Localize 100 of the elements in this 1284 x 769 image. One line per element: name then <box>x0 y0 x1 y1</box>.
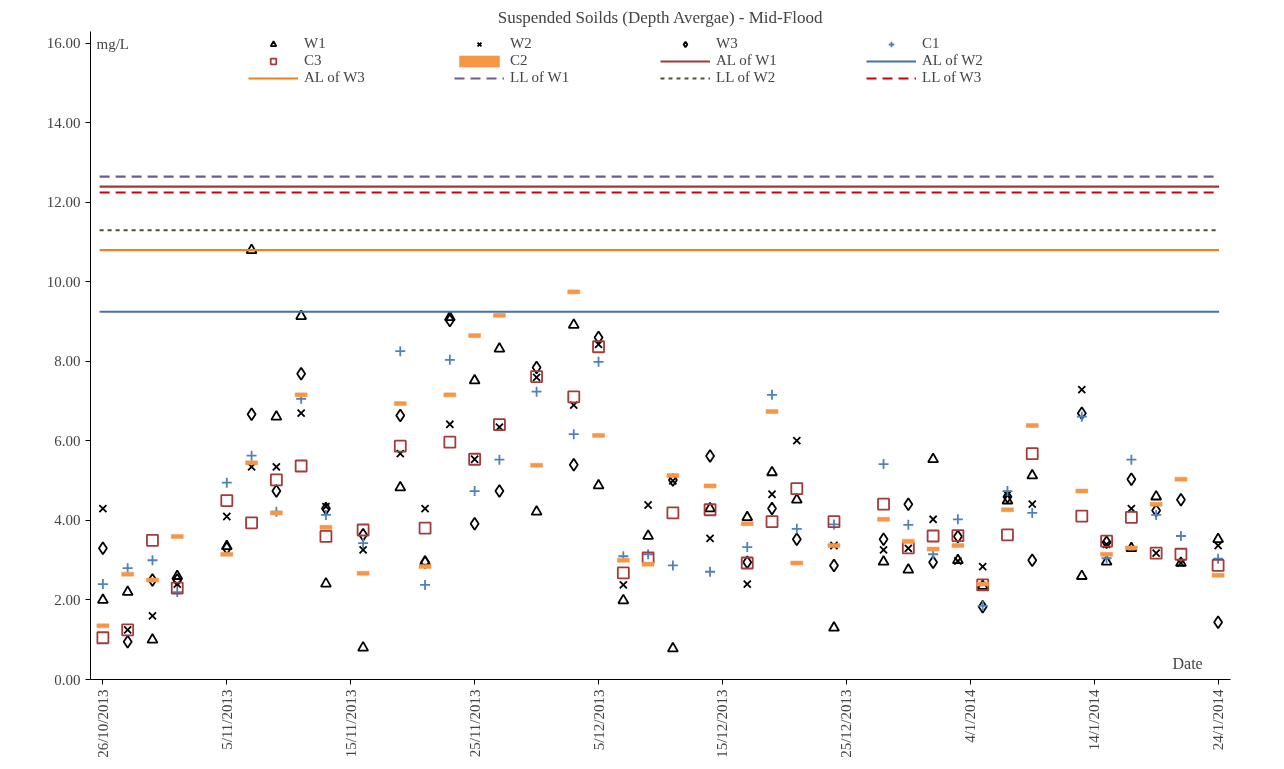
point <box>220 476 233 489</box>
x-axis-title: Date <box>1172 654 1203 672</box>
point <box>443 353 456 366</box>
point <box>877 458 890 470</box>
point <box>319 529 333 543</box>
point <box>220 494 234 507</box>
point <box>877 555 890 566</box>
point <box>97 541 108 556</box>
point <box>394 345 407 358</box>
point <box>766 388 778 401</box>
chart-title: Suspended Soilds (Depth Avergae) - Mid-Flood <box>497 7 823 27</box>
point <box>878 532 889 547</box>
point <box>567 390 581 404</box>
point <box>1077 385 1087 395</box>
point <box>1075 509 1089 523</box>
point <box>617 593 630 605</box>
point <box>704 565 716 578</box>
y-tick-label: 10.00 <box>46 273 81 290</box>
point <box>927 452 940 464</box>
point <box>493 418 506 432</box>
point <box>1075 410 1088 423</box>
point <box>271 484 282 498</box>
point <box>494 484 505 498</box>
point <box>1150 489 1163 501</box>
point <box>146 554 159 567</box>
point <box>791 532 802 547</box>
point <box>1174 547 1188 561</box>
point <box>222 512 232 521</box>
point <box>790 482 804 496</box>
x-tick-label: 15/12/2013 <box>714 689 731 758</box>
point <box>1212 552 1225 565</box>
point <box>418 521 432 535</box>
point <box>666 559 679 572</box>
point <box>902 563 915 574</box>
point <box>903 497 914 512</box>
point <box>172 579 182 589</box>
point <box>357 641 370 652</box>
point <box>443 435 457 449</box>
legend-label: W3 <box>716 35 739 52</box>
point <box>1150 509 1163 521</box>
point <box>320 577 332 588</box>
point <box>469 516 480 531</box>
point <box>146 633 159 644</box>
point <box>320 509 332 521</box>
point <box>420 504 430 513</box>
point <box>1001 528 1014 542</box>
point <box>96 593 109 604</box>
point <box>530 505 543 516</box>
point <box>393 439 407 453</box>
point <box>643 500 653 510</box>
point <box>703 503 717 517</box>
x-tick-label: 24/1/2014 <box>1210 689 1227 751</box>
y-tick-label: 0.00 <box>54 671 81 688</box>
point <box>1211 559 1225 572</box>
legend-label: AL of W2 <box>922 52 984 69</box>
point <box>877 497 890 511</box>
point <box>616 566 630 580</box>
point <box>742 579 752 589</box>
y-tick-label: 8.00 <box>54 353 81 370</box>
x-tick-label: 5/11/2013 <box>218 689 235 750</box>
point <box>468 373 481 385</box>
point <box>741 510 754 522</box>
point <box>704 501 716 513</box>
x-tick-label: 15/11/2013 <box>342 689 359 758</box>
point <box>767 489 777 499</box>
point <box>493 342 506 353</box>
point <box>593 330 604 345</box>
point <box>170 581 184 595</box>
legend-label: W2 <box>510 35 533 52</box>
legend-label: C1 <box>922 35 941 52</box>
point <box>951 513 964 526</box>
point <box>96 631 110 645</box>
point <box>705 533 715 543</box>
y-tick-label: 14.00 <box>46 114 81 131</box>
point <box>1126 504 1136 513</box>
point <box>666 641 679 653</box>
legend-label: C2 <box>510 52 529 69</box>
point <box>618 580 628 590</box>
point <box>766 465 778 477</box>
point <box>1002 489 1013 504</box>
point <box>220 539 233 551</box>
point <box>592 478 605 490</box>
point <box>245 449 258 462</box>
point <box>790 522 803 535</box>
point <box>978 562 988 572</box>
point <box>245 516 258 530</box>
legend-label: LL of W1 <box>510 69 571 86</box>
point <box>296 408 306 418</box>
legend-label: AL of W1 <box>716 52 778 69</box>
point <box>594 339 603 349</box>
point <box>792 436 802 446</box>
point <box>270 410 283 421</box>
point <box>271 462 281 472</box>
point <box>356 523 370 537</box>
point <box>1076 406 1087 421</box>
point <box>357 537 370 550</box>
legend-label: LL of W2 <box>716 69 777 86</box>
point <box>1075 569 1088 580</box>
point <box>1212 532 1225 543</box>
point <box>642 529 655 540</box>
